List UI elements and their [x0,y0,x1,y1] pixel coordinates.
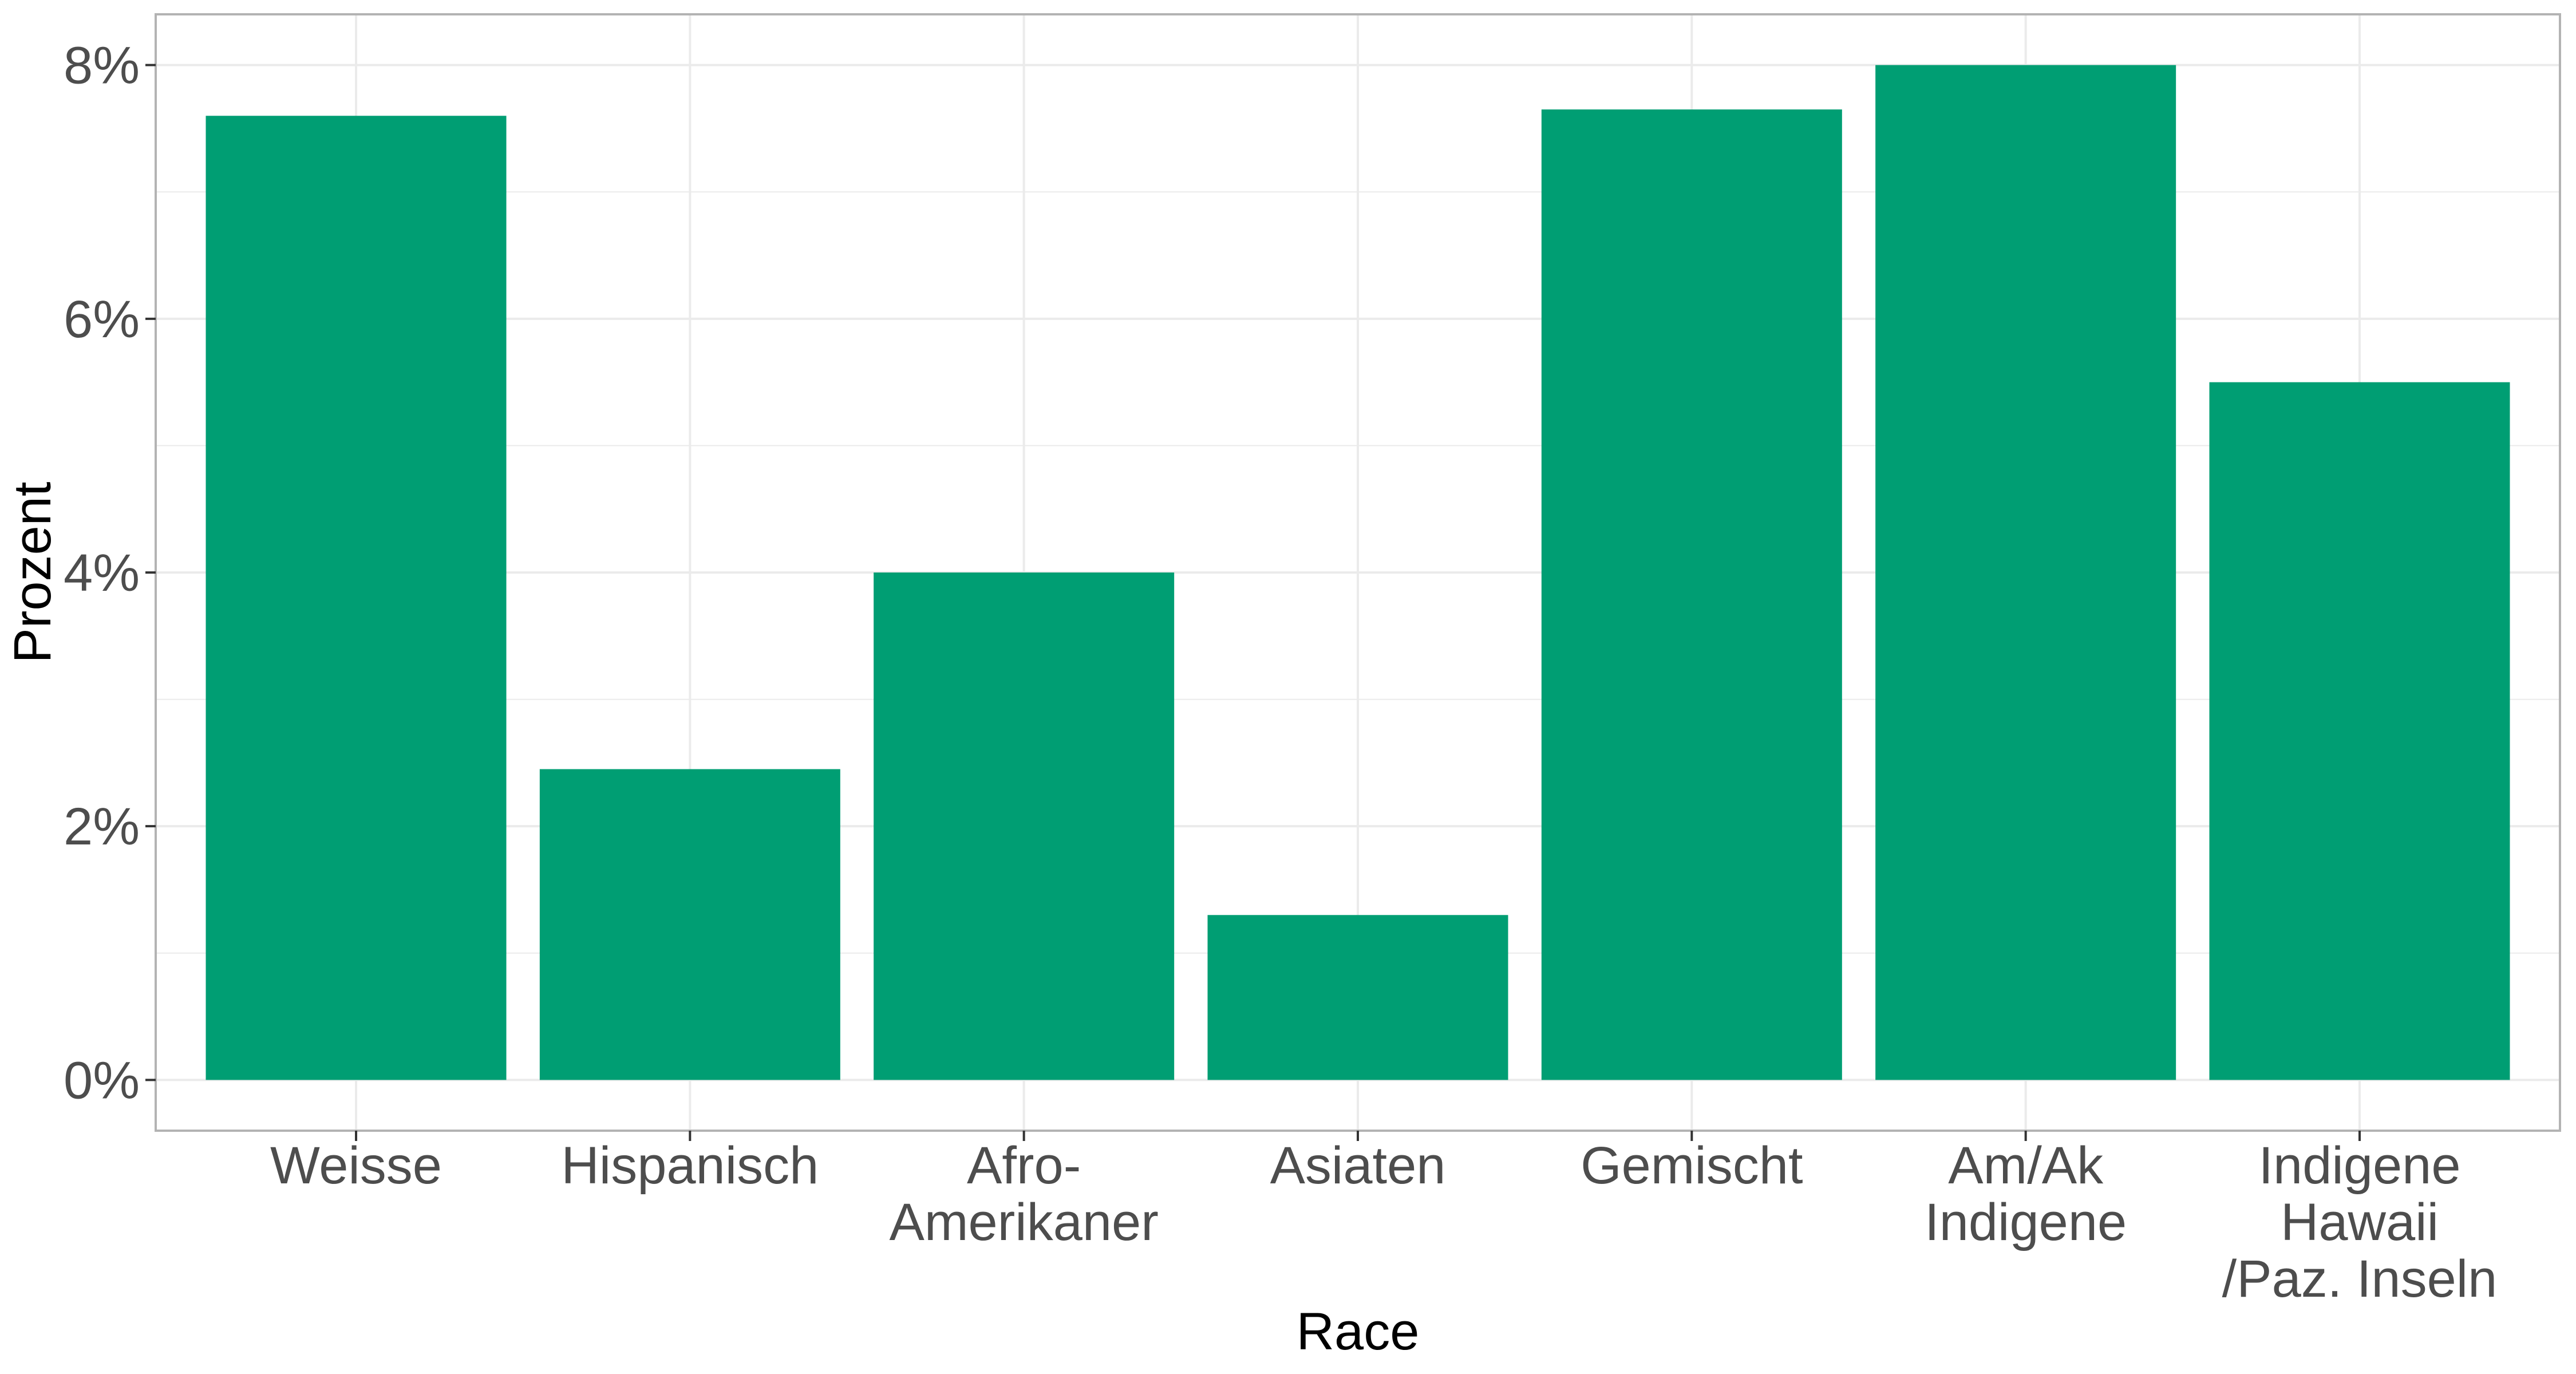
y-tick-label: 8% [64,37,140,95]
x-axis: Weisse Hispanisch Afro-Amerikaner Asiaten Ge… [270,1131,2497,1308]
y-tick-label: 6% [64,290,140,349]
y-axis-title: Prozent [3,481,62,663]
bar [1207,915,1508,1080]
x-tick-label-line: /Paz. Inseln [2222,1250,2498,1308]
x-tick-label-line: Gemischt [1581,1136,1803,1195]
bar [2209,382,2510,1080]
x-tick-label: Gemischt [1581,1136,1803,1195]
x-tick-label-line: Indigene [1925,1193,2127,1251]
x-tick-label: Hispanisch [561,1136,819,1195]
x-tick-label-line: Indigene [2259,1136,2461,1195]
x-tick-label: Am/Ak Indigene [1925,1136,2127,1251]
x-tick-label-line: Afro- [967,1136,1081,1195]
x-tick-label-line: Amerikaner [889,1193,1158,1251]
bar [539,769,840,1080]
y-axis: 0% 2% 4% 6% 8% [64,37,156,1110]
y-tick-label: 4% [64,544,140,602]
x-tick-label: Weisse [270,1136,442,1195]
x-tick-label-line: Hispanisch [561,1136,819,1195]
x-tick-label-line: Hawaii [2281,1193,2439,1251]
bar [206,116,507,1080]
x-tick-label-line: Weisse [270,1136,442,1195]
x-tick-label: Asiaten [1270,1136,1446,1195]
y-tick-label: 2% [64,797,140,856]
x-tick-label: Afro-Amerikaner [889,1136,1158,1251]
bar [1541,109,1842,1080]
x-tick-label-line: Am/Ak [1948,1136,2104,1195]
x-tick-label-line: Asiaten [1270,1136,1446,1195]
bar [1875,65,2176,1080]
bars [206,65,2510,1080]
bar [874,572,1175,1080]
x-axis-title: Race [1297,1302,1420,1361]
y-tick-label: 0% [64,1051,140,1110]
x-tick-label: Indigene Hawaii/Paz. Inseln [2222,1136,2498,1308]
